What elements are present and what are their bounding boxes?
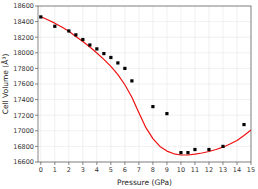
x-tick-label: 15 bbox=[247, 166, 255, 174]
scatter-point bbox=[102, 52, 105, 55]
y-axis-label: Cell Volume (Å³) bbox=[1, 54, 10, 115]
x-tick bbox=[110, 162, 111, 165]
y-grid-line bbox=[38, 99, 251, 100]
x-tick bbox=[138, 162, 139, 165]
y-tick bbox=[35, 146, 38, 147]
axes: 0123456789101112131415166001680017000172… bbox=[13, 2, 255, 174]
scatter-point bbox=[74, 33, 77, 36]
y-tick bbox=[35, 162, 38, 163]
x-tick-label: 5 bbox=[109, 166, 113, 174]
y-tick-label: 18000 bbox=[13, 49, 34, 57]
x-tick-label: 12 bbox=[205, 166, 213, 174]
x-tick bbox=[54, 162, 55, 165]
x-tick-label: 0 bbox=[39, 166, 43, 174]
scatter-point bbox=[95, 47, 98, 50]
x-tick-label: 11 bbox=[191, 166, 199, 174]
scatter-point bbox=[242, 123, 245, 126]
y-tick bbox=[35, 68, 38, 69]
y-grid-line bbox=[38, 84, 251, 85]
x-tick bbox=[124, 162, 125, 165]
x-tick-label: 6 bbox=[123, 166, 127, 174]
scatter-point bbox=[151, 105, 154, 108]
x-tick bbox=[208, 162, 209, 165]
scatter-point bbox=[81, 38, 84, 41]
chart: 0123456789101112131415166001680017000172… bbox=[0, 0, 258, 189]
x-tick bbox=[236, 162, 237, 165]
scatter-point bbox=[109, 56, 112, 59]
grid bbox=[38, 6, 251, 162]
x-tick bbox=[152, 162, 153, 165]
y-tick-label: 17000 bbox=[13, 127, 34, 135]
scatter-point bbox=[123, 67, 126, 70]
x-tick bbox=[96, 162, 97, 165]
scatter-point bbox=[221, 145, 224, 148]
scatter-point bbox=[207, 148, 210, 151]
x-axis-label: Pressure (GPa) bbox=[117, 178, 172, 187]
fitted-curve bbox=[41, 17, 251, 155]
y-grid-line bbox=[38, 21, 251, 22]
y-tick bbox=[35, 130, 38, 131]
y-tick-label: 17800 bbox=[13, 65, 34, 73]
x-tick-label: 10 bbox=[177, 166, 185, 174]
x-tick-label: 7 bbox=[137, 166, 141, 174]
y-tick-label: 18600 bbox=[13, 2, 34, 10]
y-tick bbox=[35, 6, 38, 7]
x-tick bbox=[166, 162, 167, 165]
x-tick bbox=[68, 162, 69, 165]
y-tick-label: 17600 bbox=[13, 80, 34, 88]
x-tick bbox=[180, 162, 181, 165]
scatter-point bbox=[116, 61, 119, 64]
x-tick-label: 1 bbox=[53, 166, 57, 174]
marks bbox=[39, 15, 251, 155]
scatter-point bbox=[130, 79, 133, 82]
y-tick-label: 16600 bbox=[13, 158, 34, 166]
y-tick bbox=[35, 115, 38, 116]
scatter-point bbox=[53, 25, 56, 28]
y-tick-label: 17400 bbox=[13, 96, 34, 104]
y-grid-line bbox=[38, 115, 251, 116]
y-tick-label: 16800 bbox=[13, 143, 34, 151]
y-grid-line bbox=[38, 68, 251, 69]
x-tick bbox=[40, 162, 41, 165]
y-grid-line bbox=[38, 52, 251, 53]
scatter-point bbox=[193, 148, 196, 151]
scatter-point bbox=[88, 43, 91, 46]
y-tick bbox=[35, 84, 38, 85]
y-grid-line bbox=[38, 146, 251, 147]
y-tick bbox=[35, 52, 38, 53]
x-tick-label: 2 bbox=[67, 166, 71, 174]
x-tick bbox=[82, 162, 83, 165]
x-tick bbox=[251, 162, 252, 165]
x-tick-label: 9 bbox=[165, 166, 169, 174]
x-tick-label: 4 bbox=[95, 166, 99, 174]
y-grid-line bbox=[38, 37, 251, 38]
y-tick bbox=[35, 99, 38, 100]
x-tick-label: 3 bbox=[81, 166, 85, 174]
scatter-point bbox=[67, 29, 70, 32]
scatter-point bbox=[39, 15, 42, 18]
x-tick-label: 13 bbox=[219, 166, 227, 174]
scatter-point bbox=[186, 151, 189, 154]
y-grid-line bbox=[38, 130, 251, 131]
scatter-point bbox=[179, 151, 182, 154]
plot-frame bbox=[38, 6, 251, 162]
x-tick-label: 8 bbox=[151, 166, 155, 174]
y-tick bbox=[35, 21, 38, 22]
y-tick-label: 17200 bbox=[13, 112, 34, 120]
y-tick bbox=[35, 37, 38, 38]
x-tick-label: 14 bbox=[233, 166, 241, 174]
y-tick-label: 18200 bbox=[13, 34, 34, 42]
x-tick bbox=[222, 162, 223, 165]
scatter-point bbox=[165, 112, 168, 115]
y-tick-label: 18400 bbox=[13, 18, 34, 26]
x-tick bbox=[194, 162, 195, 165]
